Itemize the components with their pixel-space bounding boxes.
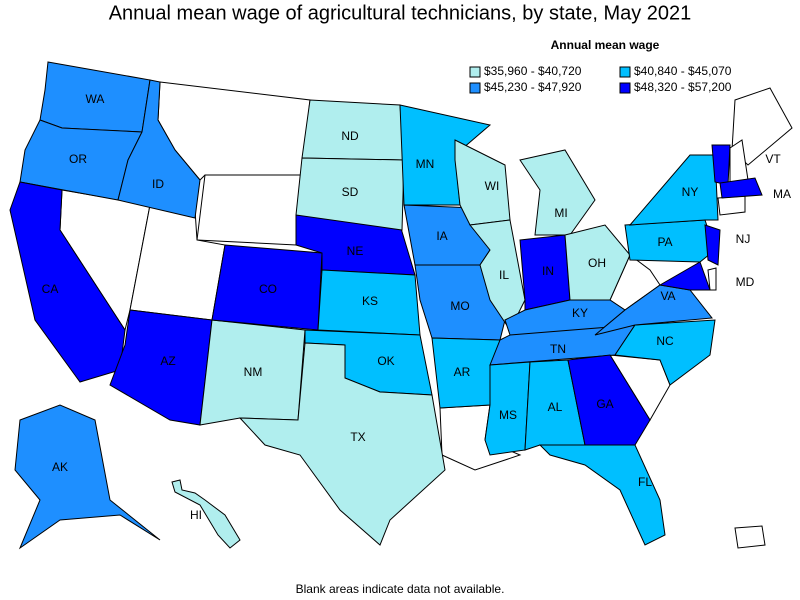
- states: [9, 61, 763, 550]
- state-label: TN: [550, 342, 566, 356]
- state-label: NC: [656, 334, 674, 348]
- legend-label: $40,840 - $45,070: [634, 64, 732, 78]
- state-label: MN: [416, 157, 435, 171]
- state-blank: [734, 525, 766, 549]
- state-label: CO: [259, 282, 277, 296]
- legend-swatch: [469, 82, 481, 94]
- state-label: KS: [362, 294, 378, 308]
- state-label: GA: [596, 397, 613, 411]
- state-label: OK: [377, 354, 394, 368]
- state-label: PA: [657, 235, 672, 249]
- state-label: WI: [485, 179, 500, 193]
- state-label: NY: [682, 185, 699, 199]
- state: [628, 154, 719, 226]
- state-label: IL: [499, 268, 509, 282]
- state-label: MA: [773, 187, 791, 201]
- state-label: VA: [660, 289, 675, 303]
- legend-label: $45,230 - $47,920: [484, 80, 582, 94]
- state-label: NJ: [736, 232, 751, 246]
- state: [295, 157, 405, 231]
- state: [454, 139, 511, 226]
- legend-title: Annual mean wage: [551, 38, 660, 52]
- state-label: WA: [86, 92, 105, 106]
- state: [14, 404, 161, 550]
- legend-label: $48,320 - $57,200: [634, 80, 732, 94]
- state-label: NE: [347, 244, 364, 258]
- state-label: ID: [152, 177, 164, 191]
- state-blank: [731, 87, 793, 166]
- state: [469, 219, 526, 331]
- state-label: ND: [341, 129, 359, 143]
- state: [538, 444, 666, 546]
- state-label: IA: [436, 229, 447, 243]
- state-label: AR: [454, 365, 471, 379]
- state-blank: [196, 174, 303, 246]
- state-label: FL: [638, 475, 652, 489]
- state: [711, 144, 731, 186]
- state: [117, 79, 201, 219]
- state-label: VT: [765, 152, 781, 166]
- state-label: MO: [450, 299, 469, 313]
- state-blank: [707, 267, 717, 291]
- state-label: MI: [554, 206, 567, 220]
- legend-swatch: [469, 66, 481, 78]
- state-blank: [717, 195, 746, 216]
- state-label: IN: [542, 264, 554, 278]
- state: [719, 177, 763, 199]
- state-label: CA: [42, 282, 59, 296]
- state-label: OH: [588, 256, 606, 270]
- state-label: MS: [499, 408, 517, 422]
- state-label: KY: [572, 306, 588, 320]
- state: [704, 224, 721, 266]
- state: [171, 479, 241, 549]
- state: [564, 224, 631, 301]
- state-label: AL: [548, 400, 563, 414]
- state-label: HI: [190, 508, 202, 522]
- legend-label: $35,960 - $40,720: [484, 64, 582, 78]
- state-label: AK: [52, 460, 68, 474]
- footnote: Blank areas indicate data not available.: [296, 582, 505, 596]
- state-label: AZ: [160, 354, 175, 368]
- map-title: Annual mean wage of agricultural technic…: [109, 2, 692, 24]
- state: [658, 261, 711, 291]
- state-label: TX: [350, 430, 365, 444]
- legend-swatch: [619, 66, 631, 78]
- state: [519, 149, 596, 236]
- state-label: MD: [736, 275, 755, 289]
- state: [567, 354, 651, 446]
- state-label: NM: [244, 365, 263, 379]
- legend-swatch: [619, 82, 631, 94]
- state: [238, 342, 446, 546]
- state-label: OR: [69, 152, 87, 166]
- state-label: SD: [342, 185, 359, 199]
